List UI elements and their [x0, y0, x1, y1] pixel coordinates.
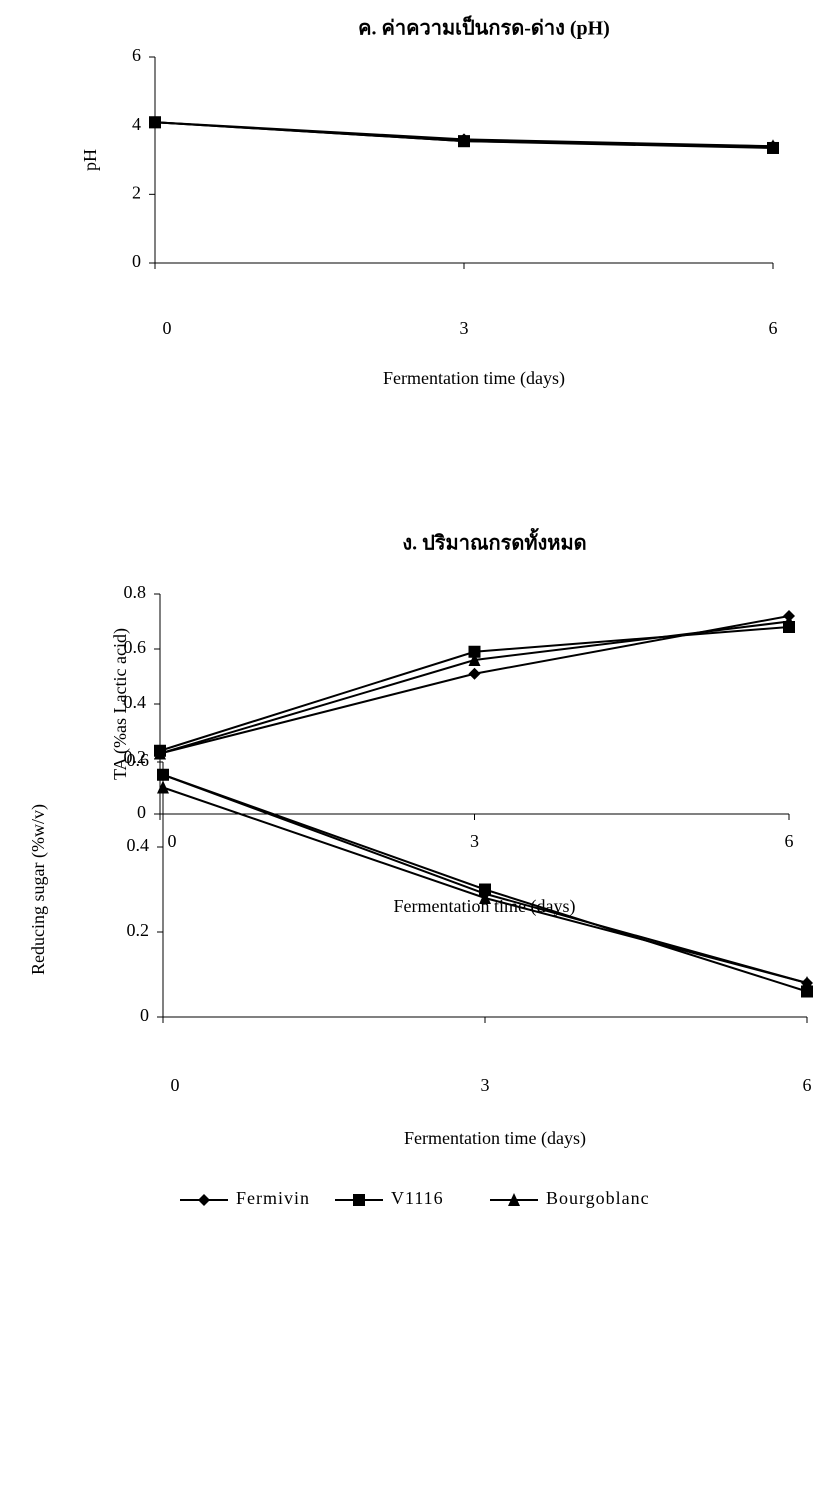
x-axis-label: Fermentation time (days) [383, 368, 565, 389]
y-tick-label: 0.4 [127, 835, 150, 855]
page: ค. ค่าความเป็นกรด-ด่าง (pH) 0 2 4 6 0 3 6 Fermen… [0, 0, 819, 1493]
legend-marker [198, 1194, 210, 1206]
marker-triangle [157, 781, 169, 794]
x-tick-label: 6 [803, 1075, 812, 1095]
series-line [163, 775, 807, 983]
y-tick-label: 0 [140, 1005, 149, 1025]
y-tick-label: 6 [132, 45, 141, 65]
y-axis-label: Reducing sugar (%w/v) [28, 804, 49, 975]
y-tick-label: 4 [132, 114, 141, 134]
marker-diamond [469, 668, 481, 680]
y-tick-label: 0 [132, 251, 141, 271]
y-tick-label: 2 [132, 182, 141, 202]
figure: ค. ค่าความเป็นกรด-ด่าง (pH) 0 2 4 6 0 3 6 Fermen… [0, 0, 819, 1493]
marker-square [157, 769, 169, 781]
legend-label: Fermivin [236, 1188, 310, 1208]
x-tick-label: 3 [481, 1075, 490, 1095]
x-tick-label: 6 [785, 831, 794, 851]
x-axis-label: Fermentation time (days) [404, 1128, 586, 1149]
series-line [163, 775, 807, 992]
x-tick-label: 0 [163, 318, 172, 338]
legend-marker [353, 1194, 365, 1206]
x-tick-label: 3 [470, 831, 479, 851]
x-tick-label: 0 [171, 1075, 180, 1095]
x-tick-label: 0 [168, 831, 177, 851]
chart-title: ค. ค่าความเป็นกรด-ด่าง (pH) [358, 15, 610, 40]
y-tick-label: 0.2 [127, 920, 150, 940]
y-tick-label: 0 [137, 802, 146, 822]
series-line [160, 627, 789, 751]
y-tick-label: 0.8 [124, 582, 147, 602]
series-line [160, 616, 789, 754]
chart-title: ง. ปริมาณกรดทั้งหมด [402, 528, 586, 555]
legend-label: Bourgoblanc [546, 1188, 650, 1208]
y-axis-label: pH [80, 149, 100, 171]
y-tick-label: 0.6 [127, 750, 150, 770]
legend-label: V1116 [391, 1188, 444, 1208]
series-line [160, 622, 789, 754]
x-tick-label: 3 [460, 318, 469, 338]
x-tick-label: 6 [769, 318, 778, 338]
